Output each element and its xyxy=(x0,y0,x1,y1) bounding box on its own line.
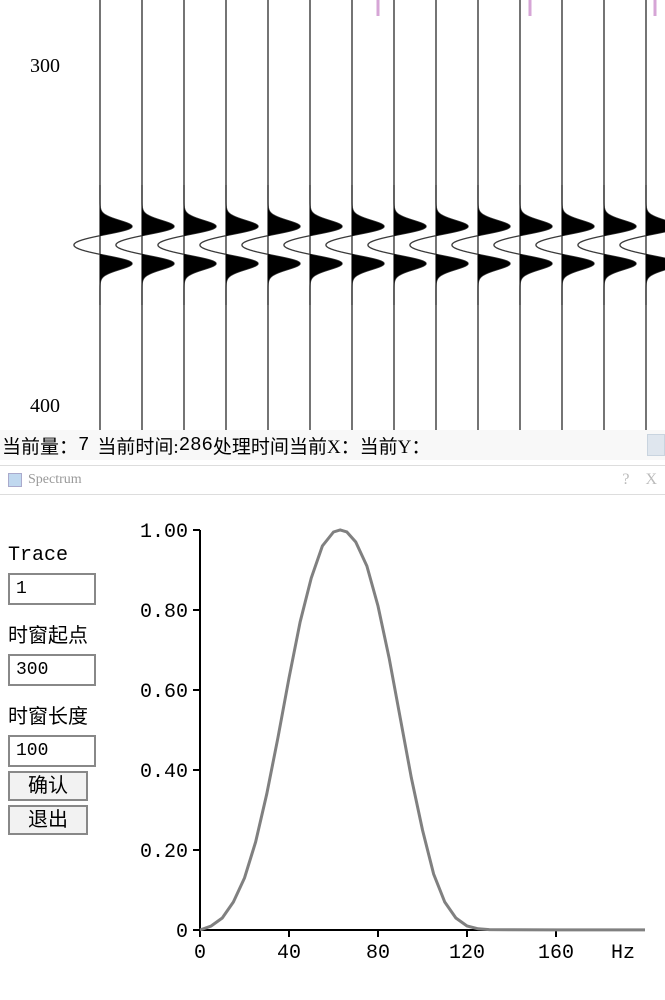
trace-label: Trace xyxy=(8,544,122,567)
confirm-button[interactable]: 确认 xyxy=(8,771,88,801)
status-proc-label: 处理时间 xyxy=(213,432,289,459)
spectrum-window-icon xyxy=(8,473,22,487)
status-time-label: 当前时间: xyxy=(97,432,178,459)
spectrum-controls: Trace 时窗起点 时窗长度 确认 退出 xyxy=(0,500,130,1000)
spectrum-body: Trace 时窗起点 时窗长度 确认 退出 0 0.20 0.40 0.60 0.80 1… xyxy=(0,500,665,1000)
svg-text:1.00: 1.00 xyxy=(140,521,188,544)
status-liang-value: 7 xyxy=(78,434,89,456)
trace-input[interactable] xyxy=(8,573,96,605)
spectrum-chart: 0 0.20 0.40 0.60 0.80 1.00 0 40 80 120 160 Hz xyxy=(130,500,665,1000)
svg-text:0.40: 0.40 xyxy=(140,761,188,784)
svg-text:160: 160 xyxy=(538,942,574,965)
svg-text:0: 0 xyxy=(176,921,188,944)
seismic-wiggle-panel: 300 400 xyxy=(0,0,665,430)
svg-text:40: 40 xyxy=(277,942,301,965)
close-button[interactable]: X xyxy=(645,471,657,489)
win-len-input[interactable] xyxy=(8,735,96,767)
seismic-ytick-1: 400 xyxy=(30,395,60,418)
help-button[interactable]: ? xyxy=(622,471,629,489)
exit-button[interactable]: 退出 xyxy=(8,805,88,835)
svg-text:0: 0 xyxy=(194,942,206,965)
svg-text:0.80: 0.80 xyxy=(140,601,188,624)
status-liang-label: 当前量： xyxy=(0,432,78,459)
scroll-hint-icon xyxy=(647,434,665,456)
spectrum-title: Spectrum xyxy=(28,472,82,488)
seismic-svg xyxy=(0,0,665,430)
win-len-label: 时窗长度 xyxy=(8,700,122,729)
win-start-input[interactable] xyxy=(8,654,96,686)
spectrum-titlebar: Spectrum ? X xyxy=(0,465,665,495)
svg-text:120: 120 xyxy=(449,942,485,965)
status-time-value: 286 xyxy=(179,434,213,456)
svg-text:0.60: 0.60 xyxy=(140,681,188,704)
win-start-label: 时窗起点 xyxy=(8,619,122,648)
seismic-ytick-0: 300 xyxy=(30,55,60,78)
status-bar: 当前量： 7 当前时间: 286 处理时间 当前X： 当前Y： xyxy=(0,430,665,460)
status-y-label: 当前Y： xyxy=(360,432,431,459)
svg-text:80: 80 xyxy=(366,942,390,965)
svg-text:0.20: 0.20 xyxy=(140,841,188,864)
status-x-label: 当前X： xyxy=(289,432,360,459)
svg-text:Hz: Hz xyxy=(611,942,635,965)
spectrum-svg: 0 0.20 0.40 0.60 0.80 1.00 0 40 80 120 160 Hz xyxy=(130,500,665,980)
